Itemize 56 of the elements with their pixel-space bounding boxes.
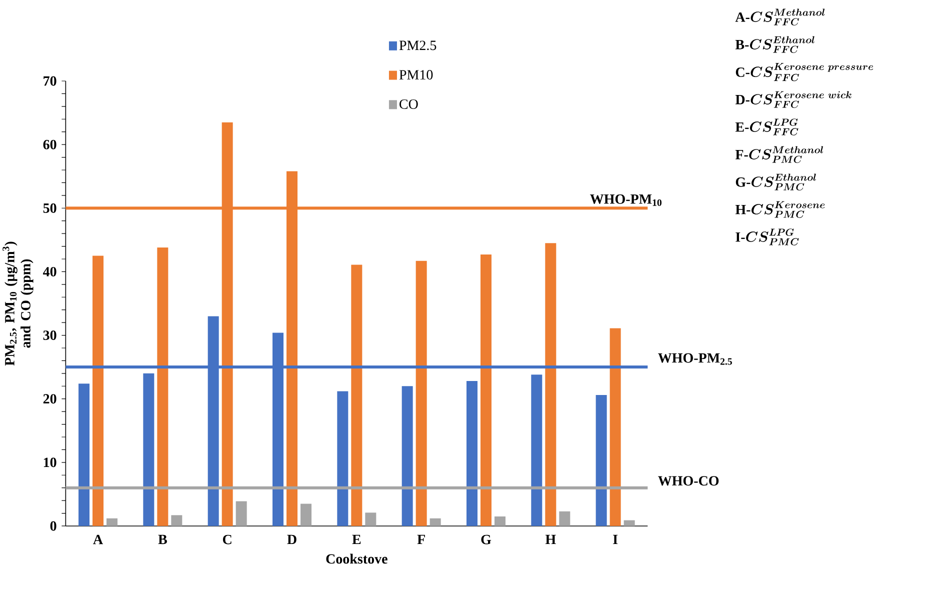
ref-line-label: WHO-CO [658,476,719,486]
text: $\mathbf{A}\mbox{-}\boldsymbol{CS}_{\boldsymbol{FFC}}^{\boldsymbol{Methanol}}$ [735,8,825,26]
y-tick-label: 20 [43,394,56,404]
bar [92,256,104,526]
bar [157,248,168,526]
bar [494,516,506,526]
bar [596,395,607,526]
bar [300,504,312,526]
bar [531,374,542,526]
bar [624,520,635,526]
x-tick-label: F [417,534,425,544]
bar [466,381,478,526]
y-tick-label: 40 [43,266,56,276]
y-tick-label: 60 [43,140,56,150]
text: $\mathbf{I}\mbox{-}\boldsymbol{CS}_{\boldsymbol{PMC}}^{\boldsymbol{LPG}}$ [736,228,799,246]
bar [610,328,621,526]
text: $\mathbf{F}\mbox{-}\boldsymbol{CS}_{\boldsymbol{PMC}}^{\boldsymbol{Methanol}}$ [735,146,824,163]
legend-label: PM2.5 [399,40,436,50]
y-tick-label: 10 [44,458,56,468]
text: $\mathbf{E}\mbox{-}\boldsymbol{CS}_{\boldsymbol{FFC}}^{\boldsymbol{LPG}}$ [735,118,798,136]
y-tick-label: 50 [43,203,56,213]
bar [559,511,570,526]
ref-line-label: WHO-PM$_{10}$ [590,194,662,206]
text: $\mathbf{B}\mbox{-}\boldsymbol{CS}_{\boldsymbol{FFC}}^{\boldsymbol{Ethanol}}$ [735,36,814,53]
bar [143,373,154,526]
x-tick-label: G [481,534,492,544]
x-tick-label: A [93,534,103,544]
x-axis-title: Cookstove [326,554,388,564]
bar [430,518,441,526]
x-tick-label: E [352,534,361,544]
bar [480,254,492,526]
text: $\mathbf{G}\mbox{-}\boldsymbol{CS}_{\boldsymbol{PMC}}^{\boldsymbol{Ethanol}}$ [736,174,816,190]
ref-line-label: WHO-PM$_{2.5}$ [658,353,732,365]
text: $\mathbf{D}\mbox{-}\boldsymbol{CS}_{\boldsymbol{FFC}}^{\boldsymbol{Kerosene\ wick}}$ [735,91,852,108]
y-tick-label: 0 [50,521,56,531]
x-tick-label: C [222,534,232,544]
bar [545,243,556,526]
text: $\mathbf{H}\mbox{-}\boldsymbol{CS}_{\boldsymbol{PMC}}^{\boldsymbol{Kerosene}}$ [735,201,825,218]
bar [416,260,427,526]
bar [337,391,348,526]
x-tick-label: D [287,534,296,544]
legend-label: PM10 [399,70,433,80]
x-tick-label: B [158,534,167,544]
text: $\mathbf{C}\mbox{-}\boldsymbol{CS}_{\boldsymbol{FFC}}^{\boldsymbol{Kerosene\ pressure}}$ [736,63,874,82]
bar [351,264,362,526]
bar [236,501,247,526]
legend-label: CO [400,99,418,109]
bar [365,512,376,526]
bar [171,515,182,526]
bar [106,518,118,526]
x-tick-label: I [613,534,618,544]
y-tick-label: 70 [44,76,56,86]
x-tick-label: H [545,534,556,544]
bar [402,386,413,526]
bar [78,384,90,526]
y-tick-label: 30 [43,330,56,340]
